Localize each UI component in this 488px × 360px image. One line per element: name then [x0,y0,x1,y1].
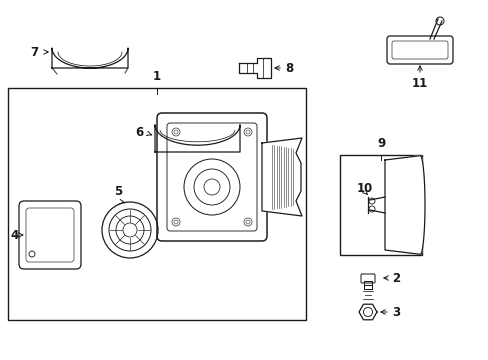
Text: 4: 4 [10,229,18,242]
FancyBboxPatch shape [386,36,452,64]
FancyBboxPatch shape [19,201,81,269]
Text: 5: 5 [114,185,122,198]
Polygon shape [262,138,302,216]
Polygon shape [384,156,424,255]
Polygon shape [358,304,376,320]
Text: 9: 9 [376,137,385,150]
Text: 7: 7 [30,45,38,59]
Text: 3: 3 [391,306,399,319]
Bar [339,155,421,255]
Text: 1: 1 [153,70,161,83]
Text: 2: 2 [391,271,399,284]
Polygon shape [155,125,240,152]
FancyBboxPatch shape [157,113,266,241]
Polygon shape [52,48,128,68]
Text: 8: 8 [285,62,293,75]
Text: 11: 11 [411,77,427,90]
FancyBboxPatch shape [360,274,374,283]
Text: 10: 10 [356,181,372,194]
Text: 6: 6 [135,126,142,139]
Polygon shape [239,58,270,78]
Bar [8,88,305,320]
